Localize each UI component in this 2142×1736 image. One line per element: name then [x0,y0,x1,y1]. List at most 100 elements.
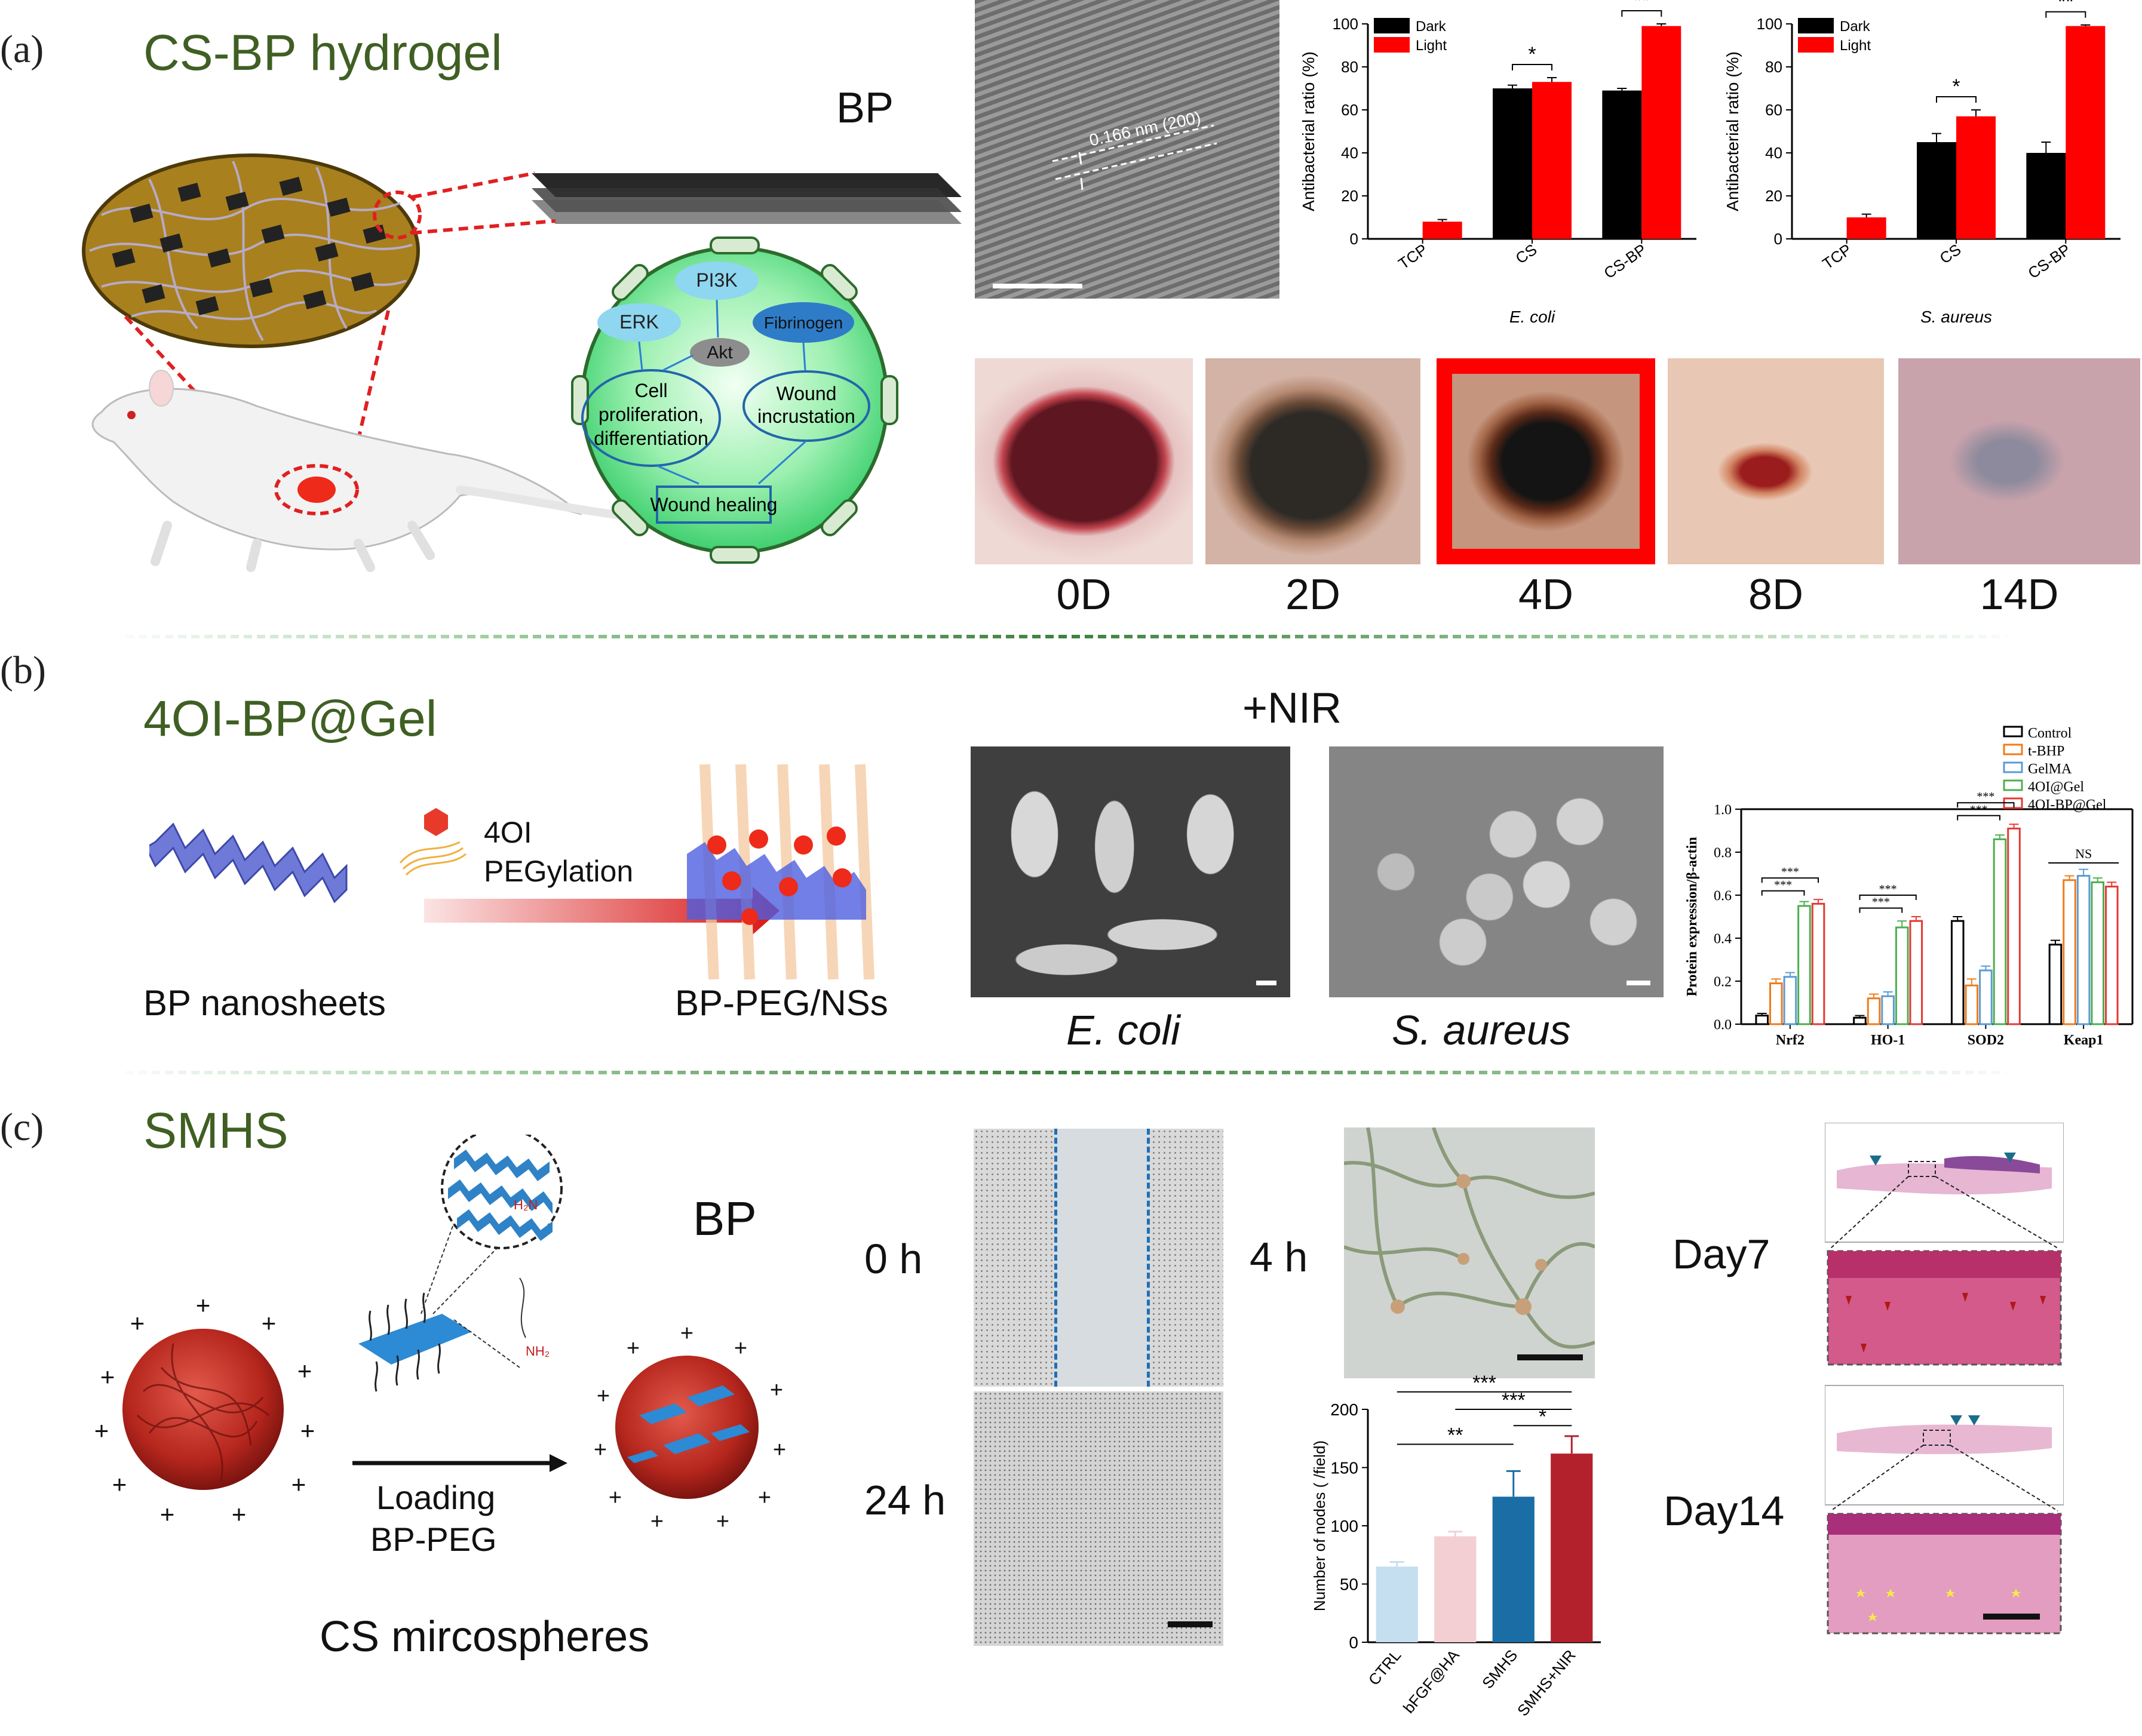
microsphere-schematic: +++ + + + + + + + + [94,1135,786,1534]
x-tick-label: CTRL [1365,1646,1405,1689]
y-tick-label: 20 [1765,187,1782,205]
bar-cs-light [1956,116,1996,239]
y-tick-label: 20 [1341,187,1358,205]
loading-label-1: Loading [376,1479,496,1516]
y-tick-label: 0.0 [1714,1017,1732,1033]
significance-label: *** [1970,803,1988,816]
svg-text:+: + [597,1384,610,1409]
bar-cs-bp-light [1641,26,1681,239]
time-label-0h: 0 h [864,1236,923,1282]
loading-label-2: BP-PEG [370,1520,497,1558]
bar-cs-bp-dark [2026,153,2066,239]
svg-text:+: + [196,1291,211,1319]
y-tick-label: 0.6 [1714,888,1732,904]
pathway-wound-1: Wound [777,383,837,404]
y-tick-label: 0.8 [1714,845,1732,861]
legend-label-t-bhp: t-BHP [2028,743,2064,759]
svg-text:+: + [716,1509,729,1534]
pegylation-label: PEGylation [484,855,634,888]
time-label-4h: 4 h [1250,1234,1308,1280]
day-label-14d: 14D [1980,571,2059,619]
svg-text:+: + [773,1437,786,1462]
x-tick-label: CS-BP [2024,240,2073,282]
x-tick-label: HO-1 [1871,1033,1905,1048]
panel-label-a: (a) [0,27,44,71]
y-tick-label: 40 [1765,144,1782,162]
x-tick-label: TCP [1395,240,1431,272]
chart-subtitle: E. coli [1509,308,1555,326]
significance-label: *** [1977,790,1994,803]
bar-nrf2-4oi-gel [1797,905,1811,1025]
time-label-24h: 24 h [864,1477,946,1523]
y-axis-label: Number of nodes ( /field) [1311,1440,1328,1611]
pathway-erk: ERK [619,311,659,333]
bp-sheet-illustration [532,173,962,224]
day-label-0d: 0D [1056,571,1112,619]
cs-microsphere-left: +++ + + + + + + + + [94,1291,315,1528]
bar-smhs [1492,1497,1535,1642]
nodes-chart: 0 50 100 150 200 Number of nodes ( /field) CTR… [1311,1374,1601,1719]
saureus-caption: S. aureus [1392,1007,1571,1053]
pathway-akt: Akt [707,343,733,362]
y-tick-label: 0.4 [1714,931,1732,947]
peg-chains-icon [399,841,467,876]
y-tick-label: 60 [1341,101,1358,119]
bp-label-a: BP [836,84,894,132]
bp-label-c: BP [693,1192,757,1245]
svg-text:+: + [680,1321,693,1346]
svg-text:+: + [291,1470,306,1498]
h2n-label: H₂N [514,1197,538,1212]
legend-label-dark: Dark [1416,19,1447,35]
y-tick-label: 100 [1333,15,1358,33]
cs-microsphere-loaded: +++ + + + + + + + + [594,1321,786,1534]
svg-text:+: + [734,1336,747,1361]
bar-tcp-light [1846,217,1886,239]
significance-bracket [1957,815,2000,821]
day-label-4d: 4D [1518,571,1574,619]
bp-magnified-layers [448,1150,553,1241]
x-tick-label: Keap1 [2064,1033,2104,1048]
histology-images [1825,1123,2064,1634]
bar-cs-bp-dark [1602,90,1642,239]
bar-smhs-nir [1551,1454,1593,1642]
bar-cs-bp-light [2066,26,2106,239]
legend-swatch-gelma [2003,761,2023,773]
significance-bracket [1621,10,1662,17]
bar-ho-1-control [1853,1016,1867,1025]
x-tick-label: CS [1937,240,1965,267]
y-tick-label: 100 [1757,15,1782,33]
y-tick-label: 0.2 [1714,974,1732,990]
legend-swatch-control [2003,726,2023,738]
sem-saureus [1329,746,1664,997]
panel-a-title: CS-BP hydrogel [143,24,502,81]
bar-keap1-gelma [2076,875,2091,1025]
significance-bracket [1761,890,1805,896]
bar-sod2-4oi-gel [1993,838,2007,1025]
significance-label: ** [1634,0,1649,12]
y-tick-label: 1.0 [1714,802,1732,818]
svg-text:+: + [609,1485,622,1510]
panel-c-title: SMHS [143,1102,289,1159]
bar-ho-1-4oi-gel [1895,926,1909,1025]
chart-subtitle: S. aureus [1920,308,1992,326]
bar-keap1-control [2048,944,2063,1025]
panel-label-c: (c) [0,1105,44,1149]
panel-label-b: (b) [0,649,46,692]
y-axis-label: Antibacterial ratio (%) [1723,51,1742,211]
bar-cs-dark [1493,88,1532,239]
bar-sod2-t-bhp [1965,984,1979,1025]
bar-tcp-light [1422,222,1462,239]
saureus-antibacterial-chart: 0 20 40 60 80 100 Antibacterial ratio (%) TCP CS… [1723,0,2120,326]
legend-label-gelma: GelMA [2028,761,2072,777]
legend-swatch-dark [1798,18,1834,33]
signaling-pathway-diagram: PI3K ERK Fibrinogen Akt Cell proliferati… [571,236,898,564]
bar-keap1-4oi-gel [2091,881,2104,1025]
bar-sod2-gelma [1979,969,1993,1025]
wound-photo-8d [1668,358,1884,564]
bar-nrf2-gelma [1783,976,1797,1025]
significance-label: ** [2058,0,2073,13]
bar-keap1-t-bhp [2063,879,2076,1025]
significance-bracket [1512,64,1552,70]
x-tick-label: Nrf2 [1776,1033,1805,1048]
pathway-cell-1: Cell [634,380,667,401]
